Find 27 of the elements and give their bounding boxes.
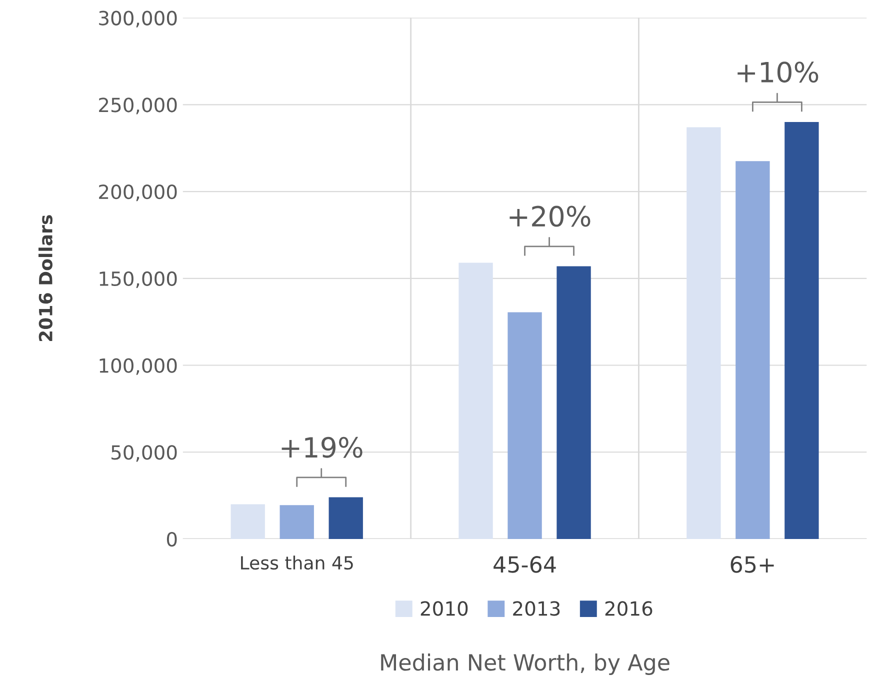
x-tick-label: 65+ bbox=[730, 556, 774, 573]
y-tick-label: 50,000 bbox=[112, 445, 177, 462]
annotation: +20% bbox=[510, 206, 590, 227]
annotation: +10% bbox=[738, 62, 818, 83]
x-axis-title: Median Net Worth, by Age bbox=[381, 654, 670, 676]
bar bbox=[556, 266, 591, 539]
legend-label: 2016 bbox=[605, 601, 652, 616]
bar bbox=[736, 161, 770, 539]
y-tick-label: 250,000 bbox=[99, 98, 177, 114]
x-tick-label: Less than 45 bbox=[241, 556, 353, 570]
annotation: +19% bbox=[282, 436, 362, 458]
y-axis-title: 2016 Dollars bbox=[38, 215, 52, 342]
legend-label: 2010 bbox=[420, 601, 468, 616]
y-tick-label: 100,000 bbox=[100, 358, 177, 375]
bar bbox=[280, 505, 314, 539]
bar bbox=[328, 497, 363, 539]
legend-label: 2013 bbox=[513, 601, 560, 616]
bar bbox=[508, 312, 542, 539]
y-tick-label: 300,000 bbox=[99, 10, 177, 28]
y-tick-label: 0 bbox=[166, 532, 177, 547]
bar bbox=[784, 122, 819, 539]
bar bbox=[458, 262, 493, 539]
y-tick-label: 150,000 bbox=[100, 271, 177, 288]
x-tick-label: 45-64 bbox=[494, 556, 556, 573]
bar bbox=[230, 504, 265, 539]
bar bbox=[686, 127, 721, 539]
y-tick-label: 200,000 bbox=[99, 184, 177, 202]
